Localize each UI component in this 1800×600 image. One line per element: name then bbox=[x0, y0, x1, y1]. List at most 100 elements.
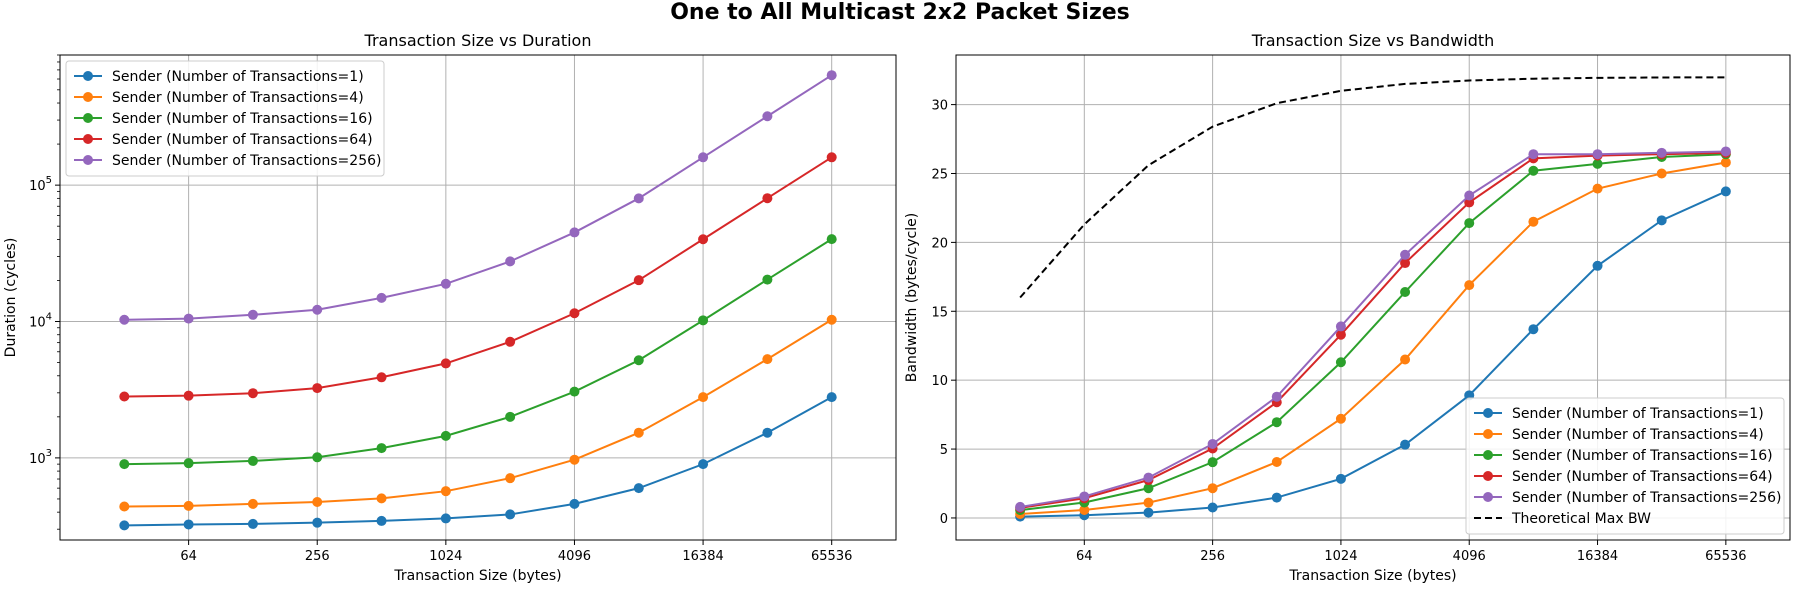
legend-marker bbox=[1483, 429, 1493, 439]
data-point bbox=[1464, 197, 1475, 208]
y-tick-label: 15 bbox=[931, 305, 948, 320]
legend-box bbox=[65, 60, 385, 177]
data-point bbox=[119, 459, 130, 470]
data-point bbox=[1464, 280, 1475, 291]
data-point bbox=[1335, 473, 1346, 484]
x-axis-label: Transaction Size (bytes) bbox=[393, 568, 561, 584]
data-point bbox=[247, 455, 258, 466]
legend-label: Theoretical Max BW bbox=[1511, 511, 1651, 527]
data-point bbox=[1400, 439, 1411, 450]
data-point bbox=[505, 336, 516, 347]
data-point bbox=[1400, 249, 1411, 260]
data-point bbox=[1335, 413, 1346, 424]
data-point bbox=[633, 427, 644, 438]
legend-box bbox=[1465, 397, 1785, 535]
legend-marker bbox=[83, 155, 93, 165]
data-point bbox=[1271, 391, 1282, 402]
y-tick-label: 105 bbox=[29, 175, 52, 194]
data-point bbox=[440, 513, 451, 524]
legend-marker bbox=[83, 113, 93, 123]
data-point bbox=[119, 391, 130, 402]
legend-label: Sender (Number of Transactions=4) bbox=[1512, 427, 1764, 443]
data-point bbox=[1271, 492, 1282, 503]
axes-frame bbox=[955, 54, 1791, 541]
x-tick-label: 4096 bbox=[1453, 549, 1486, 564]
legend-marker bbox=[1483, 471, 1493, 481]
series-line bbox=[1019, 150, 1726, 508]
series-line bbox=[1020, 161, 1727, 515]
data-point bbox=[633, 193, 644, 204]
data-point bbox=[1207, 502, 1218, 513]
y-tick-label: 25 bbox=[931, 167, 948, 182]
data-point bbox=[440, 430, 451, 441]
data-point bbox=[505, 509, 516, 520]
x-tick-label: 256 bbox=[1200, 549, 1225, 564]
data-point bbox=[826, 70, 837, 81]
data-point bbox=[1335, 357, 1346, 368]
axes-frame bbox=[59, 54, 897, 541]
data-point bbox=[1528, 165, 1539, 176]
data-point bbox=[569, 227, 580, 238]
data-point bbox=[1528, 324, 1539, 335]
data-point bbox=[312, 517, 323, 528]
series-line bbox=[124, 156, 833, 398]
data-point bbox=[1592, 260, 1603, 271]
data-point bbox=[1271, 417, 1282, 428]
data-point bbox=[1271, 457, 1282, 468]
data-point bbox=[183, 519, 194, 530]
data-point bbox=[119, 314, 130, 325]
data-point bbox=[505, 411, 516, 422]
data-point bbox=[376, 292, 387, 303]
data-point bbox=[440, 486, 451, 497]
data-point bbox=[376, 493, 387, 504]
legend-marker bbox=[83, 134, 93, 144]
y-tick-label: 30 bbox=[931, 99, 948, 114]
data-point bbox=[826, 314, 837, 325]
data-point bbox=[633, 275, 644, 286]
x-tick-label: 256 bbox=[305, 549, 330, 564]
data-point bbox=[183, 500, 194, 511]
data-point bbox=[1079, 504, 1090, 515]
x-tick-label: 16384 bbox=[682, 549, 723, 564]
data-point bbox=[1656, 168, 1667, 179]
chart-title: Transaction Size vs Duration bbox=[364, 31, 592, 50]
legend-label: Sender (Number of Transactions=64) bbox=[1512, 469, 1773, 485]
data-point bbox=[183, 458, 194, 469]
y-axis-label: Duration (cycles) bbox=[3, 238, 19, 358]
data-point bbox=[1464, 218, 1475, 229]
data-point bbox=[762, 354, 773, 365]
data-point bbox=[1207, 483, 1218, 494]
data-point bbox=[312, 496, 323, 507]
x-tick-label: 65536 bbox=[1705, 549, 1746, 564]
x-tick-label: 64 bbox=[1076, 549, 1093, 564]
legend-label: Sender (Number of Transactions=256) bbox=[1512, 490, 1781, 506]
data-point bbox=[1720, 146, 1731, 157]
data-point bbox=[505, 256, 516, 267]
data-point bbox=[1720, 186, 1731, 197]
data-point bbox=[826, 234, 837, 245]
y-tick-label: 20 bbox=[931, 236, 948, 251]
data-point bbox=[1592, 149, 1603, 160]
data-point bbox=[247, 388, 258, 399]
x-tick-label: 64 bbox=[180, 549, 197, 564]
data-point bbox=[440, 278, 451, 289]
data-point bbox=[1592, 158, 1603, 169]
data-point bbox=[698, 459, 709, 470]
x-tick-label: 65536 bbox=[811, 549, 852, 564]
data-point bbox=[698, 152, 709, 163]
data-point bbox=[247, 498, 258, 509]
data-point bbox=[1592, 183, 1603, 194]
data-point bbox=[1400, 258, 1411, 269]
data-point bbox=[1335, 329, 1346, 340]
data-point bbox=[247, 518, 258, 529]
series-line bbox=[124, 238, 833, 466]
data-point bbox=[569, 386, 580, 397]
series-line bbox=[124, 396, 833, 527]
legend-marker bbox=[83, 92, 93, 102]
x-tick-label: 1024 bbox=[429, 549, 462, 564]
data-point bbox=[183, 390, 194, 401]
data-point bbox=[312, 452, 323, 463]
data-point bbox=[119, 520, 130, 531]
legend-label: Sender (Number of Transactions=64) bbox=[112, 132, 373, 148]
